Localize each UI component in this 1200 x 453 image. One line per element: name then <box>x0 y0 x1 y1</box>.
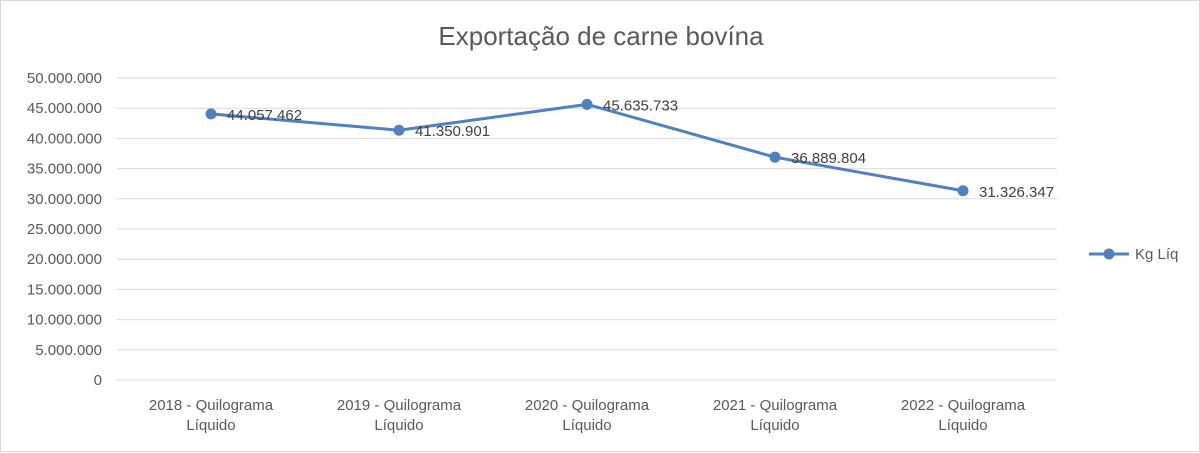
data-point <box>205 108 217 120</box>
x-tick-label: 2020 - Quilograma Líquido <box>525 397 650 434</box>
y-tick-label: 35.000.000 <box>27 161 102 178</box>
series-kg-liq <box>205 98 969 197</box>
y-tick-label: 30.000.000 <box>27 191 102 208</box>
y-tick-label: 40.000.000 <box>27 130 102 147</box>
x-tick-label-line: Líquido <box>562 417 611 434</box>
x-tick-label-line: 2019 - Quilograma <box>337 397 462 414</box>
y-tick-label: 5.000.000 <box>35 342 102 359</box>
x-tick-label: 2022 - Quilograma Líquido <box>901 397 1026 434</box>
data-label: 44.057.462 <box>227 107 302 124</box>
data-label: 45.635.733 <box>603 97 678 114</box>
x-tick-label-line: 2022 - Quilograma <box>901 397 1026 414</box>
data-point <box>393 124 405 136</box>
x-tick-label-line: Líquido <box>750 417 799 434</box>
series-line <box>209 102 965 193</box>
y-axis-tick-labels: 0 5.000.000 10.000.000 15.000.000 20.000.000… <box>27 70 102 389</box>
legend: Kg Líq <box>1089 246 1178 263</box>
data-label: 41.350.901 <box>415 123 490 140</box>
x-tick-label-line: 2018 - Quilograma <box>149 397 274 414</box>
x-tick-label-line: Líquido <box>186 417 235 434</box>
y-tick-label: 0 <box>94 372 102 389</box>
data-label: 31.326.347 <box>979 184 1054 201</box>
x-tick-label-line: 2021 - Quilograma <box>713 397 838 414</box>
legend-point-marker <box>1103 248 1115 260</box>
data-label: 36.889.804 <box>791 150 866 167</box>
chart-title: Exportação de carne bovína <box>438 21 764 51</box>
x-tick-label-line: Líquido <box>374 417 423 434</box>
data-point <box>769 151 781 163</box>
gridlines <box>117 77 1057 381</box>
data-labels: 44.057.462 41.350.901 45.635.733 36.889.804… <box>227 97 1054 200</box>
y-tick-label: 15.000.000 <box>27 281 102 298</box>
y-tick-label: 25.000.000 <box>27 221 102 238</box>
data-point <box>957 185 969 197</box>
y-tick-label: 50.000.000 <box>27 70 102 87</box>
x-tick-label-line: 2020 - Quilograma <box>525 397 650 414</box>
y-tick-label: 10.000.000 <box>27 312 102 329</box>
x-tick-label: 2019 - Quilograma Líquido <box>337 397 462 434</box>
legend-label: Kg Líq <box>1135 246 1178 263</box>
x-tick-label-line: Líquido <box>938 417 987 434</box>
x-tick-label: 2018 - Quilograma Líquido <box>149 397 274 434</box>
y-tick-label: 45.000.000 <box>27 100 102 117</box>
data-point <box>581 98 593 110</box>
y-tick-label: 20.000.000 <box>27 251 102 268</box>
x-tick-label: 2021 - Quilograma Líquido <box>713 397 838 434</box>
